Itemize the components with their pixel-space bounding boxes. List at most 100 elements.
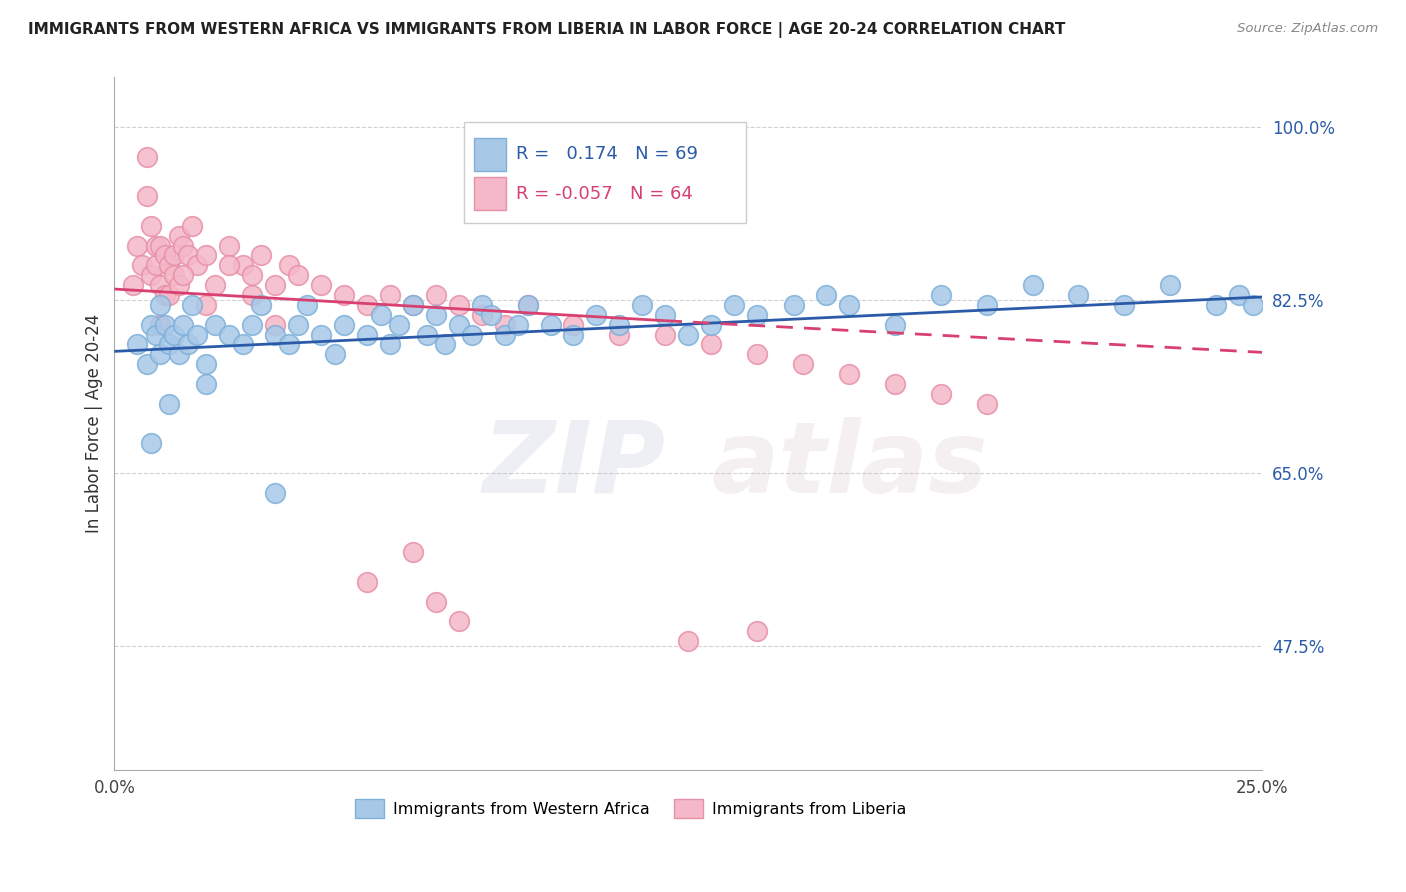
Point [378,337,401,351]
Point [159,337,181,351]
Point [135,189,157,203]
Point [745,624,768,639]
Point [167,347,190,361]
Point [135,150,157,164]
Point [264,485,287,500]
Point [309,278,332,293]
Point [676,327,699,342]
Point [654,308,676,322]
Point [562,327,585,342]
Point [447,298,470,312]
Point [131,258,153,272]
Point [309,327,332,342]
Point [631,298,654,312]
Point [204,278,226,293]
Point [149,347,172,361]
Point [287,268,309,283]
Point [218,327,240,342]
FancyBboxPatch shape [464,122,745,223]
Point [1159,278,1181,293]
Point [218,238,240,252]
Point [415,327,437,342]
Point [654,327,676,342]
Point [402,298,425,312]
Point [508,318,530,332]
Point [609,327,631,342]
Point [167,228,190,243]
Point [676,634,699,648]
Point [149,318,172,332]
Point [218,258,240,272]
Point [609,318,631,332]
Point [232,258,254,272]
Point [356,574,378,589]
Point [471,308,494,322]
Point [585,308,607,322]
Point [204,318,226,332]
Point [163,268,186,283]
Point [153,248,176,262]
Point [333,288,356,302]
Point [540,318,562,332]
Point [356,327,378,342]
Point [145,327,167,342]
Point [287,318,309,332]
Point [264,318,287,332]
Point [883,376,905,391]
Point [425,308,447,322]
Point [1241,298,1264,312]
Point [479,308,502,322]
Point [333,318,356,332]
Point [783,298,806,312]
Point [172,318,194,332]
Point [378,288,401,302]
Point [177,337,200,351]
Point [447,615,470,629]
Point [976,298,998,312]
Point [149,298,172,312]
Y-axis label: In Labor Force | Age 20-24: In Labor Force | Age 20-24 [86,314,103,533]
Point [1067,288,1090,302]
Point [172,238,194,252]
Point [323,347,346,361]
Point [370,308,392,322]
Point [1205,298,1227,312]
Point [516,298,538,312]
Point [195,298,218,312]
Point [471,298,494,312]
Point [163,248,186,262]
Point [167,278,190,293]
Point [976,397,998,411]
Point [139,268,162,283]
Point [121,278,143,293]
Point [232,337,254,351]
Point [159,258,181,272]
Point [388,318,411,332]
Point [195,357,218,371]
Point [929,288,952,302]
Point [277,337,299,351]
Point [700,337,723,351]
Point [177,248,200,262]
Text: R = -0.057   N = 64: R = -0.057 N = 64 [516,185,693,202]
Point [163,327,186,342]
Point [195,248,218,262]
Point [356,298,378,312]
Point [250,298,273,312]
Point [186,258,208,272]
Point [883,318,905,332]
Text: ZIP: ZIP [482,417,665,514]
Bar [474,178,506,211]
Point [264,278,287,293]
Text: atlas: atlas [711,417,987,514]
Point [1227,288,1250,302]
Point [149,238,172,252]
Point [494,327,516,342]
Point [139,318,162,332]
Point [402,298,425,312]
Point [135,357,157,371]
Bar [474,137,506,171]
Point [792,357,814,371]
Point [127,337,149,351]
Point [402,545,425,559]
